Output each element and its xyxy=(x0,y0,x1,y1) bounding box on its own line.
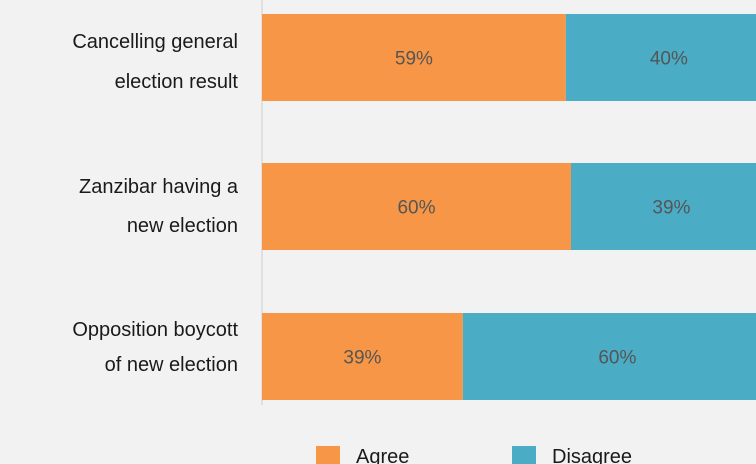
category-label-line: new election xyxy=(127,215,238,237)
bar-segment-disagree xyxy=(462,313,756,400)
bar-segment-agree xyxy=(262,313,463,400)
bar-value-label: 60% xyxy=(598,348,636,369)
category-label-line: of new election xyxy=(105,354,238,376)
bar-value-label: 39% xyxy=(343,348,381,369)
bar-segment-disagree xyxy=(571,163,756,250)
legend-label-agree: Agree xyxy=(356,446,409,464)
bar-value-label: 60% xyxy=(397,198,435,219)
bar-value-label: 39% xyxy=(652,198,690,219)
category-label-line: Opposition boycott xyxy=(72,319,238,341)
category-labels: Cancelling general election result Zanziba… xyxy=(72,31,239,376)
legend: Agree Disagree xyxy=(316,446,632,464)
category-label-line: Cancelling general xyxy=(72,31,238,53)
bar-segment-disagree xyxy=(565,14,756,101)
category-label: Zanzibar having a new election xyxy=(79,176,239,237)
bar-segment-agree xyxy=(262,163,571,250)
category-label: Opposition boycott of new election xyxy=(72,319,238,376)
bar-value-label: 59% xyxy=(395,49,433,70)
category-label: Cancelling general election result xyxy=(72,31,238,93)
category-label-line: Zanzibar having a xyxy=(79,176,239,198)
legend-label-disagree: Disagree xyxy=(552,446,632,464)
legend-swatch-agree xyxy=(316,446,340,464)
bar-value-label: 40% xyxy=(650,49,688,70)
legend-swatch-disagree xyxy=(512,446,536,464)
bar-value-labels: 59% 40% 60% 39% 39% 60% xyxy=(343,49,690,369)
category-label-line: election result xyxy=(115,71,239,93)
bar-segment-agree xyxy=(262,14,566,101)
bars xyxy=(262,14,756,400)
